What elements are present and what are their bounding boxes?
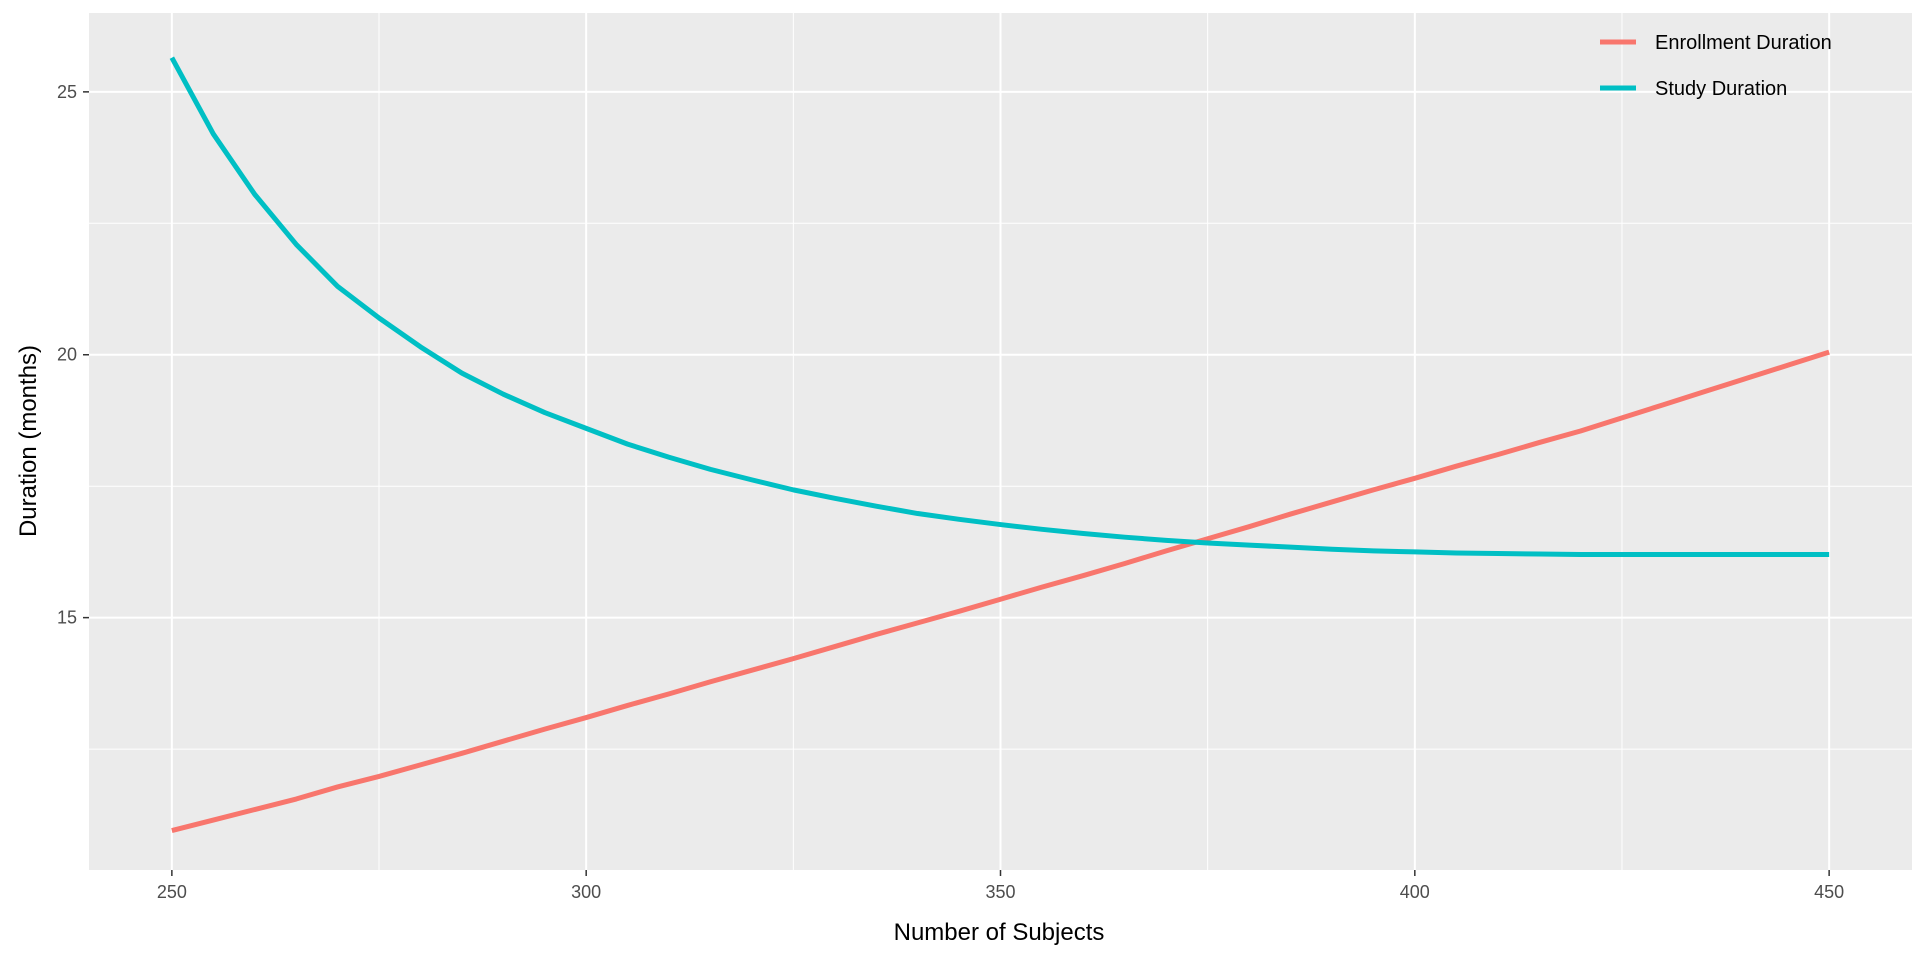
major-gridlines xyxy=(89,13,1912,870)
legend: Enrollment Duration Study Duration xyxy=(1600,32,1832,100)
series-line-1 xyxy=(169,56,1830,558)
y-tick-label: 25 xyxy=(57,82,77,102)
y-tick-label: 20 xyxy=(57,345,77,365)
x-axis: 250 300 350 400 450 xyxy=(157,870,1844,902)
legend-item: Enrollment Duration xyxy=(1600,32,1832,54)
y-tick-label: 15 xyxy=(57,608,77,628)
legend-label: Study Duration xyxy=(1655,78,1787,100)
x-tick-label: 250 xyxy=(157,882,187,902)
x-axis-title: Number of Subjects xyxy=(894,919,1105,946)
y-axis: 15 20 25 xyxy=(57,82,89,628)
series-lines xyxy=(169,56,1830,833)
x-tick-label: 450 xyxy=(1814,882,1844,902)
x-tick-label: 300 xyxy=(571,882,601,902)
legend-label: Enrollment Duration xyxy=(1655,32,1832,54)
x-tick-label: 350 xyxy=(985,882,1015,902)
x-tick-label: 400 xyxy=(1400,882,1430,902)
y-axis-title: Duration (months) xyxy=(15,345,42,537)
series-line-0 xyxy=(171,349,1830,833)
legend-item: Study Duration xyxy=(1600,78,1787,100)
